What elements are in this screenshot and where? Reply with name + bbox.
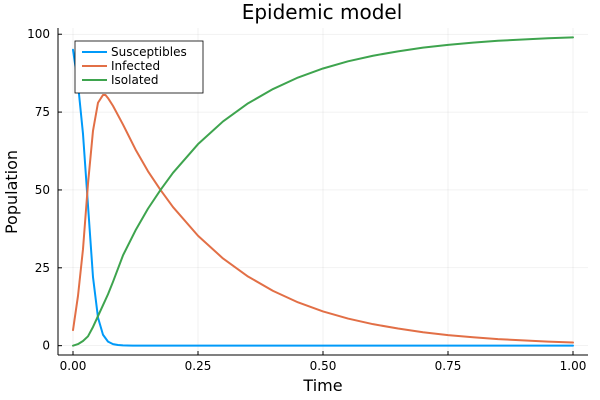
axes <box>57 28 588 356</box>
x-tick-label: 1.00 <box>560 359 587 373</box>
x-tick-label: 0.75 <box>435 359 462 373</box>
x-tick-labels: 0.00 0.25 0.50 0.75 1.00 <box>60 359 587 373</box>
chart-title: Epidemic model <box>242 0 403 24</box>
x-tick-label: 0.00 <box>60 359 87 373</box>
x-axis-label: Time <box>302 376 342 395</box>
series-lines <box>72 36 574 347</box>
legend-label-infected: Infected <box>111 59 160 73</box>
y-axis-label: Population <box>2 150 21 234</box>
legend-label-susceptibles: Susceptibles <box>111 45 187 59</box>
y-tick-label: 25 <box>35 261 50 275</box>
y-tick-label: 50 <box>35 183 50 197</box>
x-tick-label: 0.50 <box>310 359 337 373</box>
legend-label-isolated: Isolated <box>111 73 159 87</box>
series-group <box>72 36 574 347</box>
y-tick-label: 75 <box>35 105 50 119</box>
series-line-isolated <box>72 36 574 347</box>
x-tick-label: 0.25 <box>185 359 212 373</box>
y-tick-label: 0 <box>42 339 50 353</box>
series-line-infected <box>72 93 574 344</box>
y-tick-label: 100 <box>27 27 50 41</box>
y-tick-labels: 0 25 50 75 100 <box>27 27 50 352</box>
